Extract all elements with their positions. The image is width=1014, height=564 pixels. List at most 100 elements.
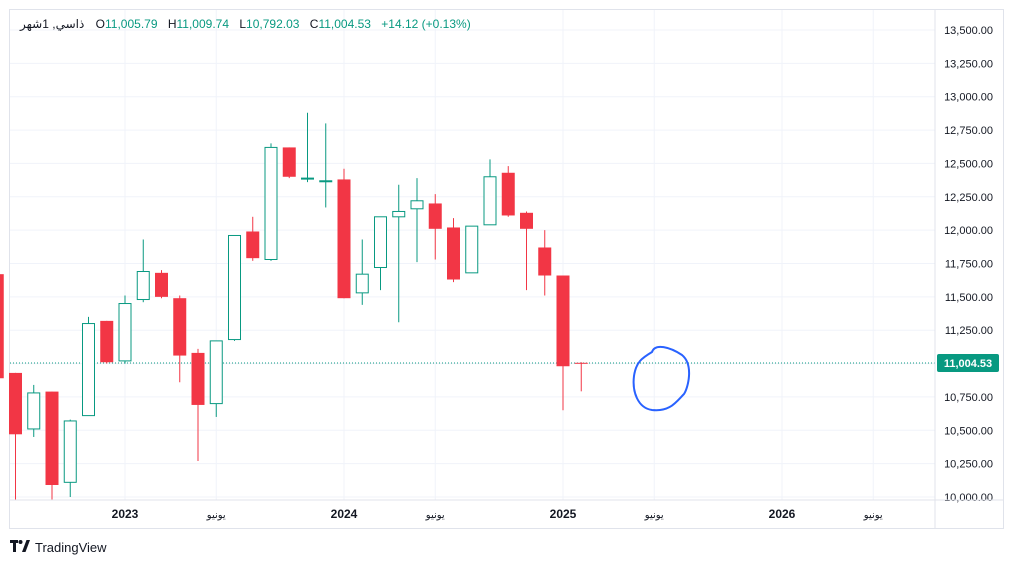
candle: [337, 168, 351, 299]
x-tick-label: يونيو: [863, 510, 883, 521]
axes: 13,500.00 13,250.00 13,000.00 12,750.00 12,5…: [10, 10, 1003, 528]
candle-body: [264, 146, 278, 260]
candle-body: [501, 172, 515, 216]
x-tick-label: يونيو: [206, 510, 226, 521]
candle-body: [319, 180, 333, 183]
low-key: L: [239, 17, 247, 31]
open-value: 11,005.79: [105, 17, 158, 31]
candle: [282, 147, 296, 179]
x-tick-label: 2025: [550, 507, 577, 521]
candle: [483, 159, 497, 226]
candle-body: [173, 298, 187, 356]
last-price-badge: [937, 353, 999, 372]
candle-body: [27, 392, 41, 430]
candle-body: [228, 234, 241, 341]
candle: [246, 216, 260, 261]
tradingview-logo-icon: [10, 539, 30, 555]
change-value: +14.12 (+0.13%): [381, 17, 471, 31]
y-tick-label: 10,000.00: [944, 492, 993, 504]
branding[interactable]: TradingView: [10, 538, 107, 556]
candle-body: [355, 273, 369, 294]
candle-body: [282, 147, 296, 177]
candle-body: [447, 227, 460, 280]
x-tick-label: يونيو: [425, 510, 445, 521]
candle: [392, 184, 406, 323]
candle: [155, 270, 168, 299]
candle: [63, 419, 77, 497]
high-key: H: [167, 17, 177, 31]
candle-body: [574, 362, 588, 364]
candle: [574, 362, 588, 392]
x-tick-label: 2024: [331, 507, 358, 521]
candle-body: [209, 340, 223, 405]
candle-body: [337, 179, 351, 299]
close-value: 11,004.53: [318, 17, 371, 31]
candle: [173, 295, 187, 383]
candle: [428, 194, 442, 260]
candle-body: [410, 200, 424, 210]
y-tick-label: 10,500.00: [944, 425, 993, 437]
y-tick-label: 11,250.00: [945, 325, 993, 337]
x-tick-label: يونيو: [644, 510, 664, 521]
low-value: 10,792.03: [246, 17, 300, 31]
y-tick-label: 10,250.00: [944, 459, 993, 471]
candle: [191, 348, 205, 461]
ohlc-legend: ذاسي, 1شهر O11,005.79 H11,009.74 L10,792…: [20, 17, 478, 31]
y-tick-label: 11,500.00: [945, 292, 993, 304]
close-key: C: [309, 17, 319, 31]
brand-name: TradingView: [35, 539, 107, 555]
candle: [82, 316, 95, 417]
candle-body: [155, 272, 168, 297]
candle: [538, 230, 552, 296]
candle-body: [191, 352, 205, 405]
candle-body: [556, 275, 570, 367]
candle: [355, 239, 369, 305]
candle: [501, 166, 515, 217]
candle-body: [45, 391, 59, 485]
candle-body: [465, 225, 479, 274]
symbol-label: ذاسي, 1شهر: [20, 17, 85, 31]
candle-body: [9, 372, 22, 435]
open-key: O: [95, 17, 105, 31]
annotations: [632, 345, 690, 412]
candle: [410, 178, 424, 263]
candle: [27, 384, 41, 437]
candle: [447, 218, 460, 283]
y-tick-label: 12,500.00: [944, 158, 993, 170]
candle-body: [374, 216, 387, 269]
candle: [9, 372, 22, 500]
annotation-circle[interactable]: [632, 345, 690, 412]
candle-body: [82, 323, 95, 417]
grid-lines: [10, 10, 935, 500]
high-value: 11,009.74: [176, 17, 230, 31]
y-tick-label: 13,500.00: [944, 25, 993, 37]
candle: [228, 234, 241, 341]
candle: [0, 274, 4, 379]
candle-body: [301, 177, 314, 180]
candle: [374, 216, 387, 291]
x-tick-label: 2026: [769, 507, 796, 521]
candle-body: [483, 176, 497, 226]
candle-body: [0, 274, 4, 379]
candle: [136, 239, 150, 303]
y-tick-label: 11,750.00: [945, 259, 993, 271]
candle: [45, 391, 59, 500]
y-tick-label: 12,000.00: [944, 225, 993, 237]
last-price-label: 11,004.53: [944, 358, 992, 370]
candle-body: [63, 420, 77, 483]
y-tick-label: 13,250.00: [944, 58, 993, 70]
candle: [209, 340, 223, 417]
candle: [319, 123, 333, 208]
candle: [465, 225, 479, 274]
candle: [556, 275, 570, 411]
chart-frame[interactable]: [9, 9, 1004, 529]
y-tick-label: 12,750.00: [944, 125, 993, 137]
candle-body: [118, 303, 132, 362]
candle: [264, 143, 278, 261]
y-tick-label: 10,750.00: [944, 392, 993, 404]
candle-body: [246, 231, 260, 259]
candle-body: [520, 212, 533, 229]
candle-body: [136, 271, 150, 301]
candle-body: [428, 203, 442, 229]
